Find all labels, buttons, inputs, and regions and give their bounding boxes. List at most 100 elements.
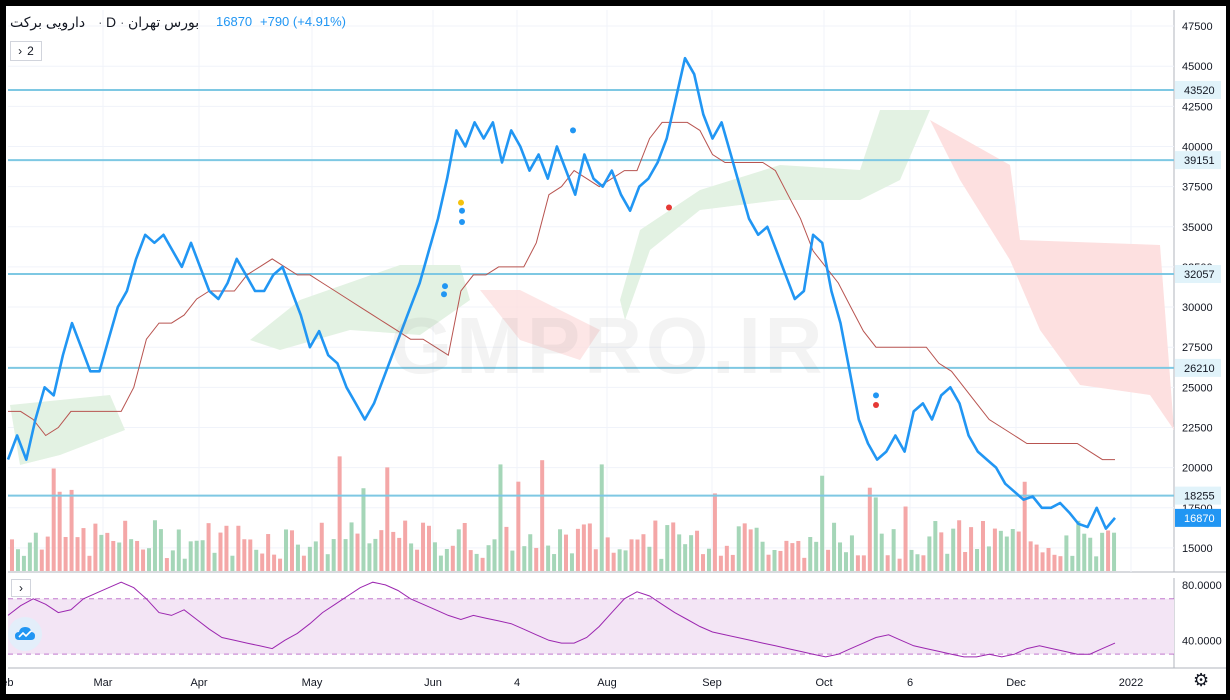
level-label-bg [1175, 358, 1221, 377]
volume-bar [891, 529, 896, 571]
volume-bar [986, 546, 991, 571]
signal-dot [459, 207, 465, 214]
x-tick-label: Mar [94, 677, 113, 689]
volume-bar [81, 528, 86, 571]
volume-bar [623, 550, 628, 571]
volume-bar [861, 555, 866, 571]
volume-bar [766, 554, 771, 571]
price-series [6, 56, 1116, 530]
signal-dot [570, 127, 576, 134]
volume-bar [385, 467, 390, 571]
signal-dot [458, 199, 464, 206]
y-tick-label: 27500 [1182, 342, 1213, 354]
volume-bar [260, 553, 265, 571]
volume-bar [581, 524, 586, 571]
signal-dot [666, 204, 672, 211]
volume-bar [295, 544, 300, 571]
volume-bar [289, 530, 294, 571]
y-tick-label: 22500 [1182, 422, 1213, 434]
signal-dot [873, 402, 879, 409]
symbol-name[interactable]: دارویی برکت [10, 14, 86, 30]
volume-bar [27, 542, 32, 571]
volume-bar [552, 554, 557, 571]
volume-bar [796, 540, 801, 571]
volume-bar [516, 481, 521, 571]
rsi-collapse-button[interactable]: › [11, 579, 31, 597]
volume-bar [468, 550, 473, 571]
volume-bar [313, 541, 318, 571]
volume-bar [683, 544, 688, 571]
separator: · [98, 14, 103, 30]
volume-bar [224, 525, 229, 571]
volume-bar [236, 525, 241, 571]
volume-bar [843, 552, 848, 571]
chevron-right-icon: › [18, 44, 23, 58]
volume-bar [665, 525, 670, 571]
volume-bar [152, 520, 157, 571]
volume-bar [569, 553, 574, 571]
volume-bar [849, 535, 854, 571]
volume-bar [903, 506, 908, 571]
level-label-bg [1175, 486, 1221, 505]
level-label: 18255 [1184, 491, 1215, 503]
volume-bar [1064, 535, 1069, 571]
volume-bar [218, 532, 223, 571]
level-label: 39151 [1184, 155, 1215, 167]
volume-bar [1070, 555, 1075, 571]
volume-bar [403, 520, 408, 571]
last-price-label: 16870 [1184, 513, 1215, 525]
volume-bar [558, 529, 563, 571]
volume-bar [671, 522, 676, 571]
indicators-collapse-button[interactable]: › 2 [10, 41, 42, 61]
volume-bar [1058, 556, 1063, 571]
volume-bar [438, 555, 443, 571]
volume-bar [957, 520, 962, 571]
volume-bar [367, 543, 372, 571]
volume-bar [969, 527, 974, 571]
volume-bar [653, 520, 658, 571]
interval[interactable]: D [106, 14, 117, 30]
volume-bar [1088, 537, 1093, 571]
volume-bar [343, 539, 348, 571]
level-label: 32057 [1184, 269, 1215, 281]
volume-bar [170, 550, 175, 571]
volume-bar [486, 545, 491, 571]
volume-bar [933, 521, 938, 571]
volume-bar [373, 538, 378, 571]
volume-bar [45, 536, 50, 571]
volume-bar [444, 548, 449, 571]
volume-bar [1046, 547, 1051, 571]
level-label-bg [1175, 151, 1221, 170]
volume-bar [760, 541, 765, 571]
volume-bar [1040, 552, 1045, 571]
gear-icon[interactable]: ⚙ [1193, 670, 1210, 690]
volume-bar [33, 532, 38, 571]
volume-bar [409, 543, 414, 571]
level-label-bg [1175, 265, 1221, 284]
volume-bar [349, 522, 354, 571]
x-tick-label: 6 [907, 677, 913, 689]
volume-bar [1016, 531, 1021, 571]
x-tick-label: May [302, 677, 323, 689]
volume-bar [564, 534, 568, 571]
volume-bar [135, 540, 140, 571]
rsi-series [7, 581, 1116, 658]
volume-bar [546, 545, 551, 571]
y-tick-label: 40000 [1182, 141, 1213, 153]
tradingview-cloud-icon[interactable] [8, 617, 42, 651]
volume-bar [123, 520, 128, 571]
x-tick-label: Sep [702, 677, 722, 689]
volume-bar [718, 555, 723, 571]
volume-bar [820, 475, 825, 571]
volume-bar [695, 530, 700, 571]
volume-bar [1112, 532, 1117, 571]
volume-bar [540, 460, 545, 571]
volume-bar [867, 487, 872, 571]
level-label-bg [1175, 80, 1221, 99]
x-tick-label: Dec [1006, 677, 1026, 689]
volume-bar [361, 488, 366, 571]
volume-bar [450, 545, 455, 571]
volume-bar [975, 549, 980, 571]
